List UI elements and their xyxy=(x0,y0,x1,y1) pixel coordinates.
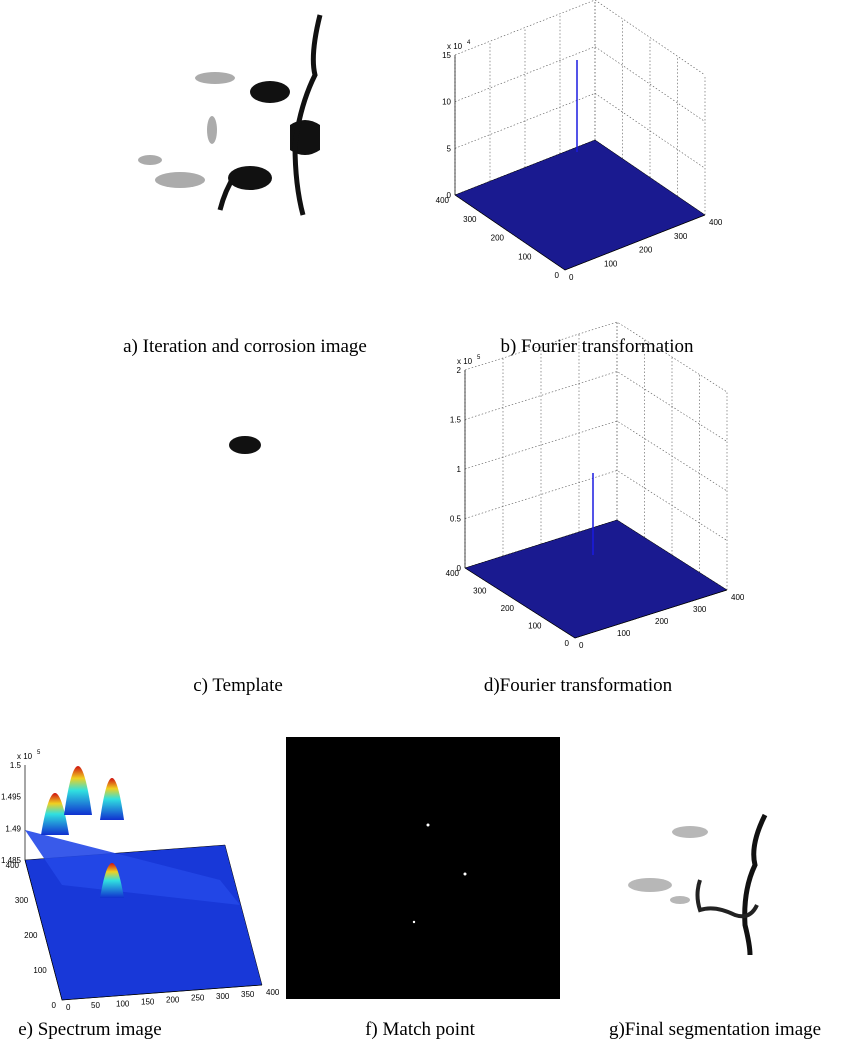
x-tick-label: 0 xyxy=(66,1003,71,1012)
image-g xyxy=(628,815,765,955)
z-tick-label: 1 xyxy=(457,465,462,474)
grid-line xyxy=(455,0,705,75)
x-tick-label: 200 xyxy=(166,996,180,1005)
z-tick-label: 1.49 xyxy=(5,824,21,833)
x-tick-label: 400 xyxy=(731,593,745,602)
grid-line xyxy=(465,421,727,491)
z-tick-label: 10 xyxy=(442,98,451,107)
y-tick-label: 0 xyxy=(52,1001,57,1010)
z-tick-label: 0.5 xyxy=(450,515,462,524)
x-tick-label: 100 xyxy=(116,999,130,1008)
z-tick-label: 1.495 xyxy=(1,793,22,802)
x-tick-label: 100 xyxy=(604,259,618,268)
exponent: 4 xyxy=(467,40,471,46)
y-tick-label: 300 xyxy=(463,215,477,224)
z-tick-label: 1.5 xyxy=(450,416,462,425)
surface xyxy=(455,140,705,270)
x-tick-label: 150 xyxy=(141,997,155,1006)
y-tick-label: 400 xyxy=(436,196,450,205)
caption: e) Spectrum image xyxy=(18,1019,162,1040)
x-tick-label: 200 xyxy=(655,617,669,626)
exponent: 5 xyxy=(477,355,481,361)
peak xyxy=(64,766,92,815)
x-tick-label: 0 xyxy=(579,641,584,650)
y-tick-label: 200 xyxy=(501,604,515,613)
x-tick-label: 250 xyxy=(191,994,205,1003)
exponent-base: x 10 xyxy=(447,42,463,51)
x-tick-label: 200 xyxy=(639,246,653,255)
z-tick-label: 5 xyxy=(447,144,452,153)
caption: d)Fourier transformation xyxy=(484,675,673,696)
x-tick-label: 300 xyxy=(216,992,230,1001)
y-tick-label: 100 xyxy=(518,252,532,261)
x-tick-label: 50 xyxy=(91,1001,100,1010)
y-tick-label: 100 xyxy=(33,966,47,975)
y-tick-label: 300 xyxy=(473,587,487,596)
y-tick-label: 400 xyxy=(446,569,460,578)
page: a) Iteration and corrosion image b) Four… xyxy=(0,0,843,1048)
x-tick-label: 0 xyxy=(569,273,574,282)
x-tick-label: 100 xyxy=(617,629,631,638)
exponent-base: x 10 xyxy=(457,357,473,366)
z-tick-label: 15 xyxy=(442,51,451,60)
caption: c) Template xyxy=(193,675,283,696)
grid-line xyxy=(465,372,727,442)
y-tick-label: 300 xyxy=(15,896,29,905)
grid-line xyxy=(455,47,705,122)
x-tick-label: 300 xyxy=(674,232,688,241)
x-tick-label: 400 xyxy=(709,218,723,227)
exponent: 5 xyxy=(37,750,41,756)
x-tick-label: 350 xyxy=(241,990,255,999)
image-f xyxy=(286,737,560,999)
y-tick-label: 0 xyxy=(565,639,570,648)
peak xyxy=(100,778,124,820)
y-tick-label: 200 xyxy=(24,931,38,940)
caption: f) Match point xyxy=(365,1019,475,1040)
image-a xyxy=(138,15,320,215)
figure: a) Iteration and corrosion image b) Four… xyxy=(0,0,843,1048)
y-tick-label: 100 xyxy=(528,622,542,631)
y-tick-label: 0 xyxy=(555,271,560,280)
grid-line xyxy=(465,322,727,392)
caption: g)Final segmentation image xyxy=(609,1019,821,1040)
caption: a) Iteration and corrosion image xyxy=(123,336,367,357)
x-tick-label: 400 xyxy=(266,988,280,997)
exponent-base: x 10 xyxy=(17,752,33,761)
surface xyxy=(465,520,727,638)
caption: b) Fourier transformation xyxy=(500,336,694,357)
z-tick-label: 2 xyxy=(457,366,462,375)
x-tick-label: 300 xyxy=(693,605,707,614)
y-tick-label: 200 xyxy=(491,234,505,243)
y-tick-label: 400 xyxy=(6,861,20,870)
template-blob xyxy=(229,436,261,454)
z-tick-label: 1.5 xyxy=(10,761,22,770)
